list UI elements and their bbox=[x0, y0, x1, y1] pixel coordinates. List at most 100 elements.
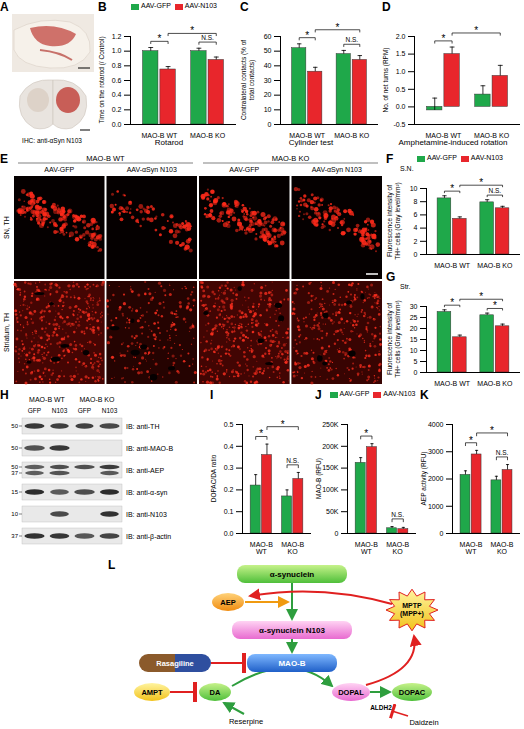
svg-text:N.S.: N.S. bbox=[489, 187, 502, 194]
svg-text:0.0: 0.0 bbox=[396, 103, 406, 110]
svg-text:0.5: 0.5 bbox=[396, 86, 406, 93]
svg-text:DA: DA bbox=[210, 688, 221, 697]
svg-text:MAO-B KO: MAO-B KO bbox=[334, 132, 370, 139]
svg-text:*: * bbox=[479, 177, 483, 188]
svg-text:50: 50 bbox=[11, 445, 18, 451]
svg-text:*: * bbox=[450, 297, 454, 308]
svg-text:Rasagiline: Rasagiline bbox=[156, 659, 194, 668]
svg-text:GFP: GFP bbox=[78, 407, 91, 414]
svg-text:200K: 200K bbox=[322, 443, 339, 450]
svg-text:MPTP: MPTP bbox=[402, 602, 422, 609]
svg-text:10: 10 bbox=[264, 106, 272, 113]
svg-text:*: * bbox=[336, 22, 340, 33]
svg-text:10: 10 bbox=[410, 347, 418, 354]
svg-text:AEP activity (RFU): AEP activity (RFU) bbox=[420, 451, 428, 505]
svg-text:MAO-B: MAO-B bbox=[278, 659, 305, 668]
svg-text:*: * bbox=[469, 435, 473, 446]
svg-text:Fluorescence intensity of: Fluorescence intensity of bbox=[386, 185, 394, 257]
svg-text:10: 10 bbox=[410, 185, 418, 192]
svg-text:MAO-BWT: MAO-BWT bbox=[250, 541, 273, 555]
svg-text:*: * bbox=[281, 419, 285, 430]
svg-text:Fluorescence intensity of: Fluorescence intensity of bbox=[386, 303, 394, 375]
svg-text:AAV-GFP: AAV-GFP bbox=[44, 166, 74, 173]
svg-text:Reserpine: Reserpine bbox=[229, 717, 263, 726]
svg-text:N.S.: N.S. bbox=[201, 34, 214, 41]
svg-text:8: 8 bbox=[414, 198, 418, 205]
svg-text:0.5: 0.5 bbox=[224, 421, 234, 428]
svg-text:0.3: 0.3 bbox=[224, 464, 234, 471]
svg-text:TH+ cells (Gray level/mm²): TH+ cells (Gray level/mm²) bbox=[394, 300, 402, 377]
svg-text:15: 15 bbox=[11, 489, 18, 495]
svg-text:4000: 4000 bbox=[428, 421, 444, 428]
svg-text:α-synuclein N103: α-synuclein N103 bbox=[259, 626, 325, 635]
svg-text:*: * bbox=[490, 425, 494, 436]
svg-text:AAV-αSyn N103: AAV-αSyn N103 bbox=[312, 166, 362, 174]
svg-text:2: 2 bbox=[414, 238, 418, 245]
svg-text:IB: anti-AEP: IB: anti-AEP bbox=[126, 467, 164, 474]
svg-text:MAO-B (RFU): MAO-B (RFU) bbox=[315, 458, 323, 499]
svg-text:Striatum, TH: Striatum, TH bbox=[3, 313, 10, 352]
svg-text:*: * bbox=[450, 183, 454, 194]
svg-text:0.2: 0.2 bbox=[224, 486, 234, 493]
svg-text:N103: N103 bbox=[102, 407, 118, 414]
svg-text:α-synuclein: α-synuclein bbox=[270, 570, 315, 579]
svg-text:0.2: 0.2 bbox=[112, 106, 122, 113]
svg-text:0.6: 0.6 bbox=[112, 77, 122, 84]
svg-text:0.4: 0.4 bbox=[224, 443, 234, 450]
svg-text:MAO-B KO: MAO-B KO bbox=[79, 396, 115, 403]
svg-text:AAV-GFP: AAV-GFP bbox=[229, 166, 259, 173]
svg-text:1.0: 1.0 bbox=[396, 68, 406, 75]
svg-text:25: 25 bbox=[410, 314, 418, 321]
svg-text:30: 30 bbox=[264, 77, 272, 84]
svg-text:6: 6 bbox=[414, 211, 418, 218]
svg-text:MAO-B WT: MAO-B WT bbox=[434, 380, 470, 387]
svg-text:MAO-B KO: MAO-B KO bbox=[477, 262, 513, 269]
svg-text:MAO-B KO: MAO-B KO bbox=[272, 154, 310, 163]
svg-text:*: * bbox=[441, 33, 445, 44]
svg-text:250K: 250K bbox=[322, 421, 339, 428]
svg-text:1000: 1000 bbox=[428, 502, 444, 509]
svg-text:IB: anti-α-syn: IB: anti-α-syn bbox=[126, 489, 167, 497]
svg-text:N.S.: N.S. bbox=[345, 36, 358, 43]
svg-text:40: 40 bbox=[264, 62, 272, 69]
svg-text:*: * bbox=[474, 25, 478, 36]
svg-text:37: 37 bbox=[11, 470, 18, 476]
svg-text:15: 15 bbox=[410, 336, 418, 343]
svg-text:MAO-BKO: MAO-BKO bbox=[281, 541, 304, 555]
svg-text:60: 60 bbox=[264, 33, 272, 40]
svg-text:MAO-BKO: MAO-BKO bbox=[386, 541, 409, 555]
svg-text:MAO-B WT: MAO-B WT bbox=[434, 262, 470, 269]
svg-text:MAO-B KO: MAO-B KO bbox=[190, 132, 226, 139]
svg-text:20: 20 bbox=[264, 91, 272, 98]
svg-text:MAO-B KO: MAO-B KO bbox=[477, 380, 513, 387]
svg-text:ALDH2: ALDH2 bbox=[370, 704, 392, 711]
svg-text:total contacts): total contacts) bbox=[248, 60, 256, 100]
svg-text:*: * bbox=[305, 30, 309, 41]
svg-text:0.0: 0.0 bbox=[224, 530, 234, 537]
svg-text:MAO-B WT: MAO-B WT bbox=[86, 154, 125, 163]
svg-text:0: 0 bbox=[414, 251, 418, 258]
svg-text:DOPAL: DOPAL bbox=[338, 688, 364, 697]
svg-text:*: * bbox=[479, 291, 483, 302]
svg-text:2000: 2000 bbox=[428, 475, 444, 482]
svg-text:1.2: 1.2 bbox=[112, 33, 122, 40]
svg-text:MAO-B WT: MAO-B WT bbox=[29, 396, 65, 403]
svg-text:Contralateral contacts (% of: Contralateral contacts (% of bbox=[240, 40, 248, 120]
svg-text:AAV-αSyn N103: AAV-αSyn N103 bbox=[127, 166, 177, 174]
svg-text:MAO-BKO: MAO-BKO bbox=[490, 541, 513, 555]
svg-text:DOPAC: DOPAC bbox=[399, 688, 426, 697]
svg-text:AMPT: AMPT bbox=[141, 688, 163, 697]
svg-text:3000: 3000 bbox=[428, 448, 444, 455]
svg-text:1.0: 1.0 bbox=[112, 47, 122, 54]
svg-text:100K: 100K bbox=[322, 486, 339, 493]
svg-text:MAO-BWT: MAO-BWT bbox=[460, 541, 483, 555]
svg-text:MAO-BWT: MAO-BWT bbox=[355, 541, 378, 555]
svg-text:GFP: GFP bbox=[28, 407, 41, 414]
svg-text:Time on the rotarod (/ Control: Time on the rotarod (/ Control) bbox=[98, 36, 106, 123]
svg-text:10: 10 bbox=[11, 511, 18, 517]
svg-text:0.4: 0.4 bbox=[112, 91, 122, 98]
svg-text:150K: 150K bbox=[322, 464, 339, 471]
svg-text:5: 5 bbox=[414, 358, 418, 365]
svg-text:AEP: AEP bbox=[220, 598, 235, 607]
svg-text:*: * bbox=[493, 300, 497, 311]
